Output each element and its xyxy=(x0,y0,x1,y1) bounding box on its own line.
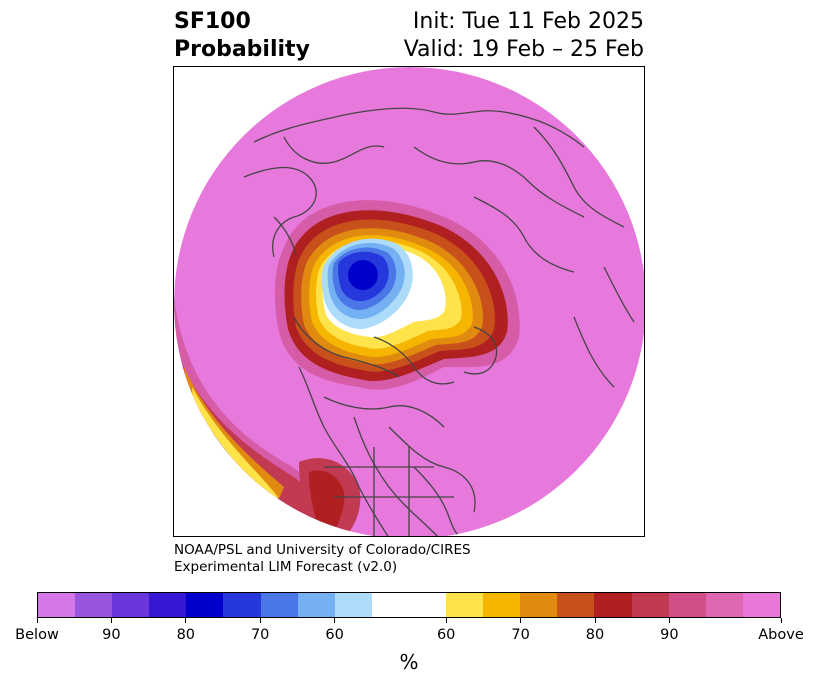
colorbar-tick-label: Below xyxy=(15,627,59,643)
colorbar-segment xyxy=(297,593,335,617)
title-product: Probability xyxy=(174,37,310,62)
colorbar-tick xyxy=(36,618,38,623)
contour-arctic-core xyxy=(348,260,378,290)
contour-orange-band xyxy=(184,367,284,499)
init-date: Init: Tue 11 Feb 2025 xyxy=(412,9,644,34)
title-variable: SF100 xyxy=(174,9,251,34)
colorbar-segment xyxy=(75,593,113,617)
colorbar-tick xyxy=(110,618,112,623)
colorbar-segment xyxy=(520,593,558,617)
colorbar-tick xyxy=(334,618,336,623)
coastlines xyxy=(243,107,635,536)
contour-southwest-inner xyxy=(309,470,345,532)
colorbar-tick xyxy=(594,618,596,623)
colorbar-segment xyxy=(112,593,150,617)
valid-range: Valid: 19 Feb – 25 Feb xyxy=(403,37,644,62)
colorbar-tick xyxy=(259,618,261,623)
colorbar-tick xyxy=(445,618,447,623)
colorbar-tick xyxy=(668,618,670,623)
colorbar-segment xyxy=(483,593,521,617)
map-canvas xyxy=(174,67,644,536)
colorbar-tick-label: 90 xyxy=(102,627,121,643)
colorbar-segment xyxy=(149,593,187,617)
colorbar-segment xyxy=(742,593,780,617)
colorbar-tick-label: 60 xyxy=(325,627,344,643)
credits: NOAA/PSL and University of Colorado/CIRE… xyxy=(174,542,471,576)
colorbar-tick-label: 80 xyxy=(585,627,605,643)
colorbar-segment xyxy=(186,593,224,617)
forecast-map xyxy=(173,66,645,537)
colorbar-segment xyxy=(371,593,447,617)
colorbar-segment xyxy=(557,593,595,617)
colorbar-tick-label: 80 xyxy=(176,627,196,643)
colorbar-segment xyxy=(705,593,743,617)
forecast-dates: Init: Tue 11 Feb 2025 Valid: 19 Feb – 25… xyxy=(404,8,644,64)
colorbar-tick xyxy=(520,618,522,623)
colorbar-unit: % xyxy=(399,650,419,674)
colorbar-tick-label: Above xyxy=(758,627,804,643)
colorbar-segment xyxy=(594,593,632,617)
colorbar-tick-label: 70 xyxy=(511,627,530,643)
credits-line1: NOAA/PSL and University of Colorado/CIRE… xyxy=(174,542,471,558)
chart-title: SF100 Probability xyxy=(174,8,310,64)
credits-line2: Experimental LIM Forecast (v2.0) xyxy=(174,559,398,575)
colorbar-tick xyxy=(780,618,782,623)
colorbar-tick-label: 70 xyxy=(250,627,270,643)
colorbar-tick xyxy=(185,618,187,623)
colorbar xyxy=(37,592,781,618)
colorbar-segment xyxy=(260,593,298,617)
colorbar-tick-label: 60 xyxy=(436,627,456,643)
colorbar-segment xyxy=(631,593,669,617)
colorbar-segment xyxy=(334,593,372,617)
colorbar-segment xyxy=(223,593,261,617)
colorbar-segment xyxy=(446,593,484,617)
colorbar-segment xyxy=(668,593,706,617)
colorbar-tick-label: 90 xyxy=(660,627,679,643)
colorbar-segment xyxy=(38,593,76,617)
contour-yellow-band xyxy=(192,387,278,507)
